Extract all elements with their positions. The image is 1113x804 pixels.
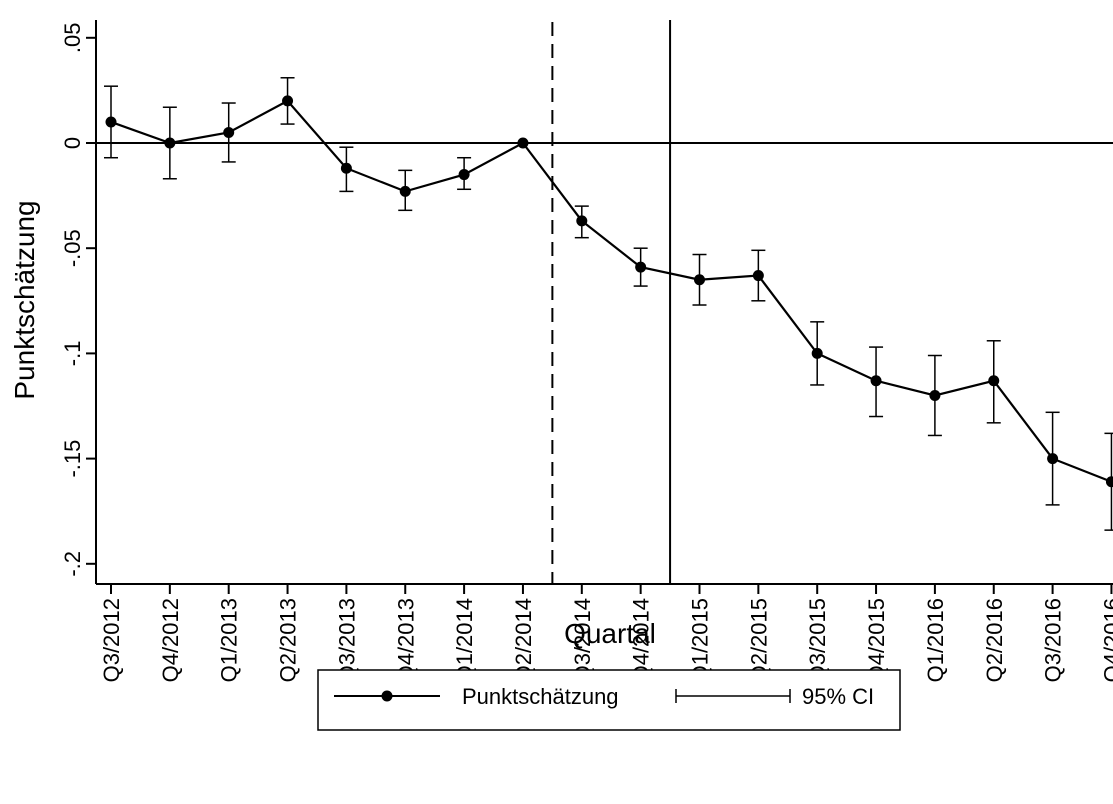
x-tick-label: Q2/2014	[511, 598, 536, 682]
x-tick-label: Q4/2014	[629, 598, 654, 682]
x-tick-label: Q3/2015	[805, 598, 830, 682]
x-tick-label: Q2/2013	[276, 598, 301, 682]
y-tick-label: -.05	[60, 229, 85, 267]
data-point	[988, 375, 1000, 387]
legend-label-punktschaetzung: Punktschätzung	[462, 684, 619, 709]
data-point	[694, 274, 705, 286]
data-point	[576, 215, 588, 227]
data-point	[223, 126, 235, 138]
y-tick-label: 0	[60, 137, 85, 149]
data-point	[105, 116, 117, 128]
series-line	[110, 99, 1112, 483]
y-ticks: .05 0 -.05 -.1 -.15 -.2	[60, 23, 96, 577]
x-tick-label: Q2/2016	[982, 598, 1007, 682]
legend-box	[317, 669, 901, 731]
y-tick-label: .05	[60, 23, 85, 54]
x-tick-label: Q1/2015	[688, 598, 713, 682]
y-tick-label: -.15	[60, 440, 85, 478]
data-point	[282, 95, 294, 107]
x-tick-label: Q4/2016	[1099, 598, 1113, 682]
data-point	[929, 389, 941, 401]
data-point	[340, 162, 352, 174]
x-tick-label: Q4/2015	[864, 598, 889, 682]
series-line-group	[110, 99, 1112, 483]
y-axis-title: Punktschätzung	[9, 200, 40, 399]
x-tick-label: Q3/2013	[334, 598, 359, 682]
x-tick-label: Q1/2013	[217, 598, 242, 682]
y-tick-label: -.1	[60, 341, 85, 367]
y-tick-label: -.2	[60, 551, 85, 577]
legend: Punktschätzung 95% CI	[317, 669, 901, 731]
x-tick-label: Q4/2012	[158, 598, 183, 682]
data-point	[752, 270, 764, 282]
data-point	[1047, 453, 1059, 465]
reference-lines	[96, 20, 1113, 584]
x-tick-label: Q3/2012	[99, 598, 124, 682]
data-point	[164, 137, 176, 149]
legend-label-ci: 95% CI	[802, 684, 874, 709]
data-point	[458, 169, 470, 181]
x-axis-title: Quartal	[564, 618, 656, 649]
data-point	[635, 261, 647, 273]
x-tick-label: Q1/2014	[452, 598, 477, 682]
x-tick-label: Q4/2013	[393, 598, 418, 682]
ci-bars	[104, 77, 1113, 531]
data-point	[517, 137, 529, 149]
data-point	[870, 375, 882, 387]
x-ticks: Q3/2012 Q4/2012 Q1/2013 Q2/2013 Q3/2013 Q4/20…	[99, 584, 1113, 682]
x-tick-label: Q3/2014	[570, 598, 595, 682]
data-point	[1105, 476, 1113, 488]
x-tick-label: Q3/2016	[1041, 598, 1066, 682]
x-tick-label: Q2/2015	[746, 598, 771, 682]
data-point	[811, 347, 823, 359]
points	[105, 95, 1113, 488]
legend-marker-swatch	[381, 690, 393, 702]
x-tick-label: Q1/2016	[923, 598, 948, 682]
data-point	[399, 185, 411, 197]
